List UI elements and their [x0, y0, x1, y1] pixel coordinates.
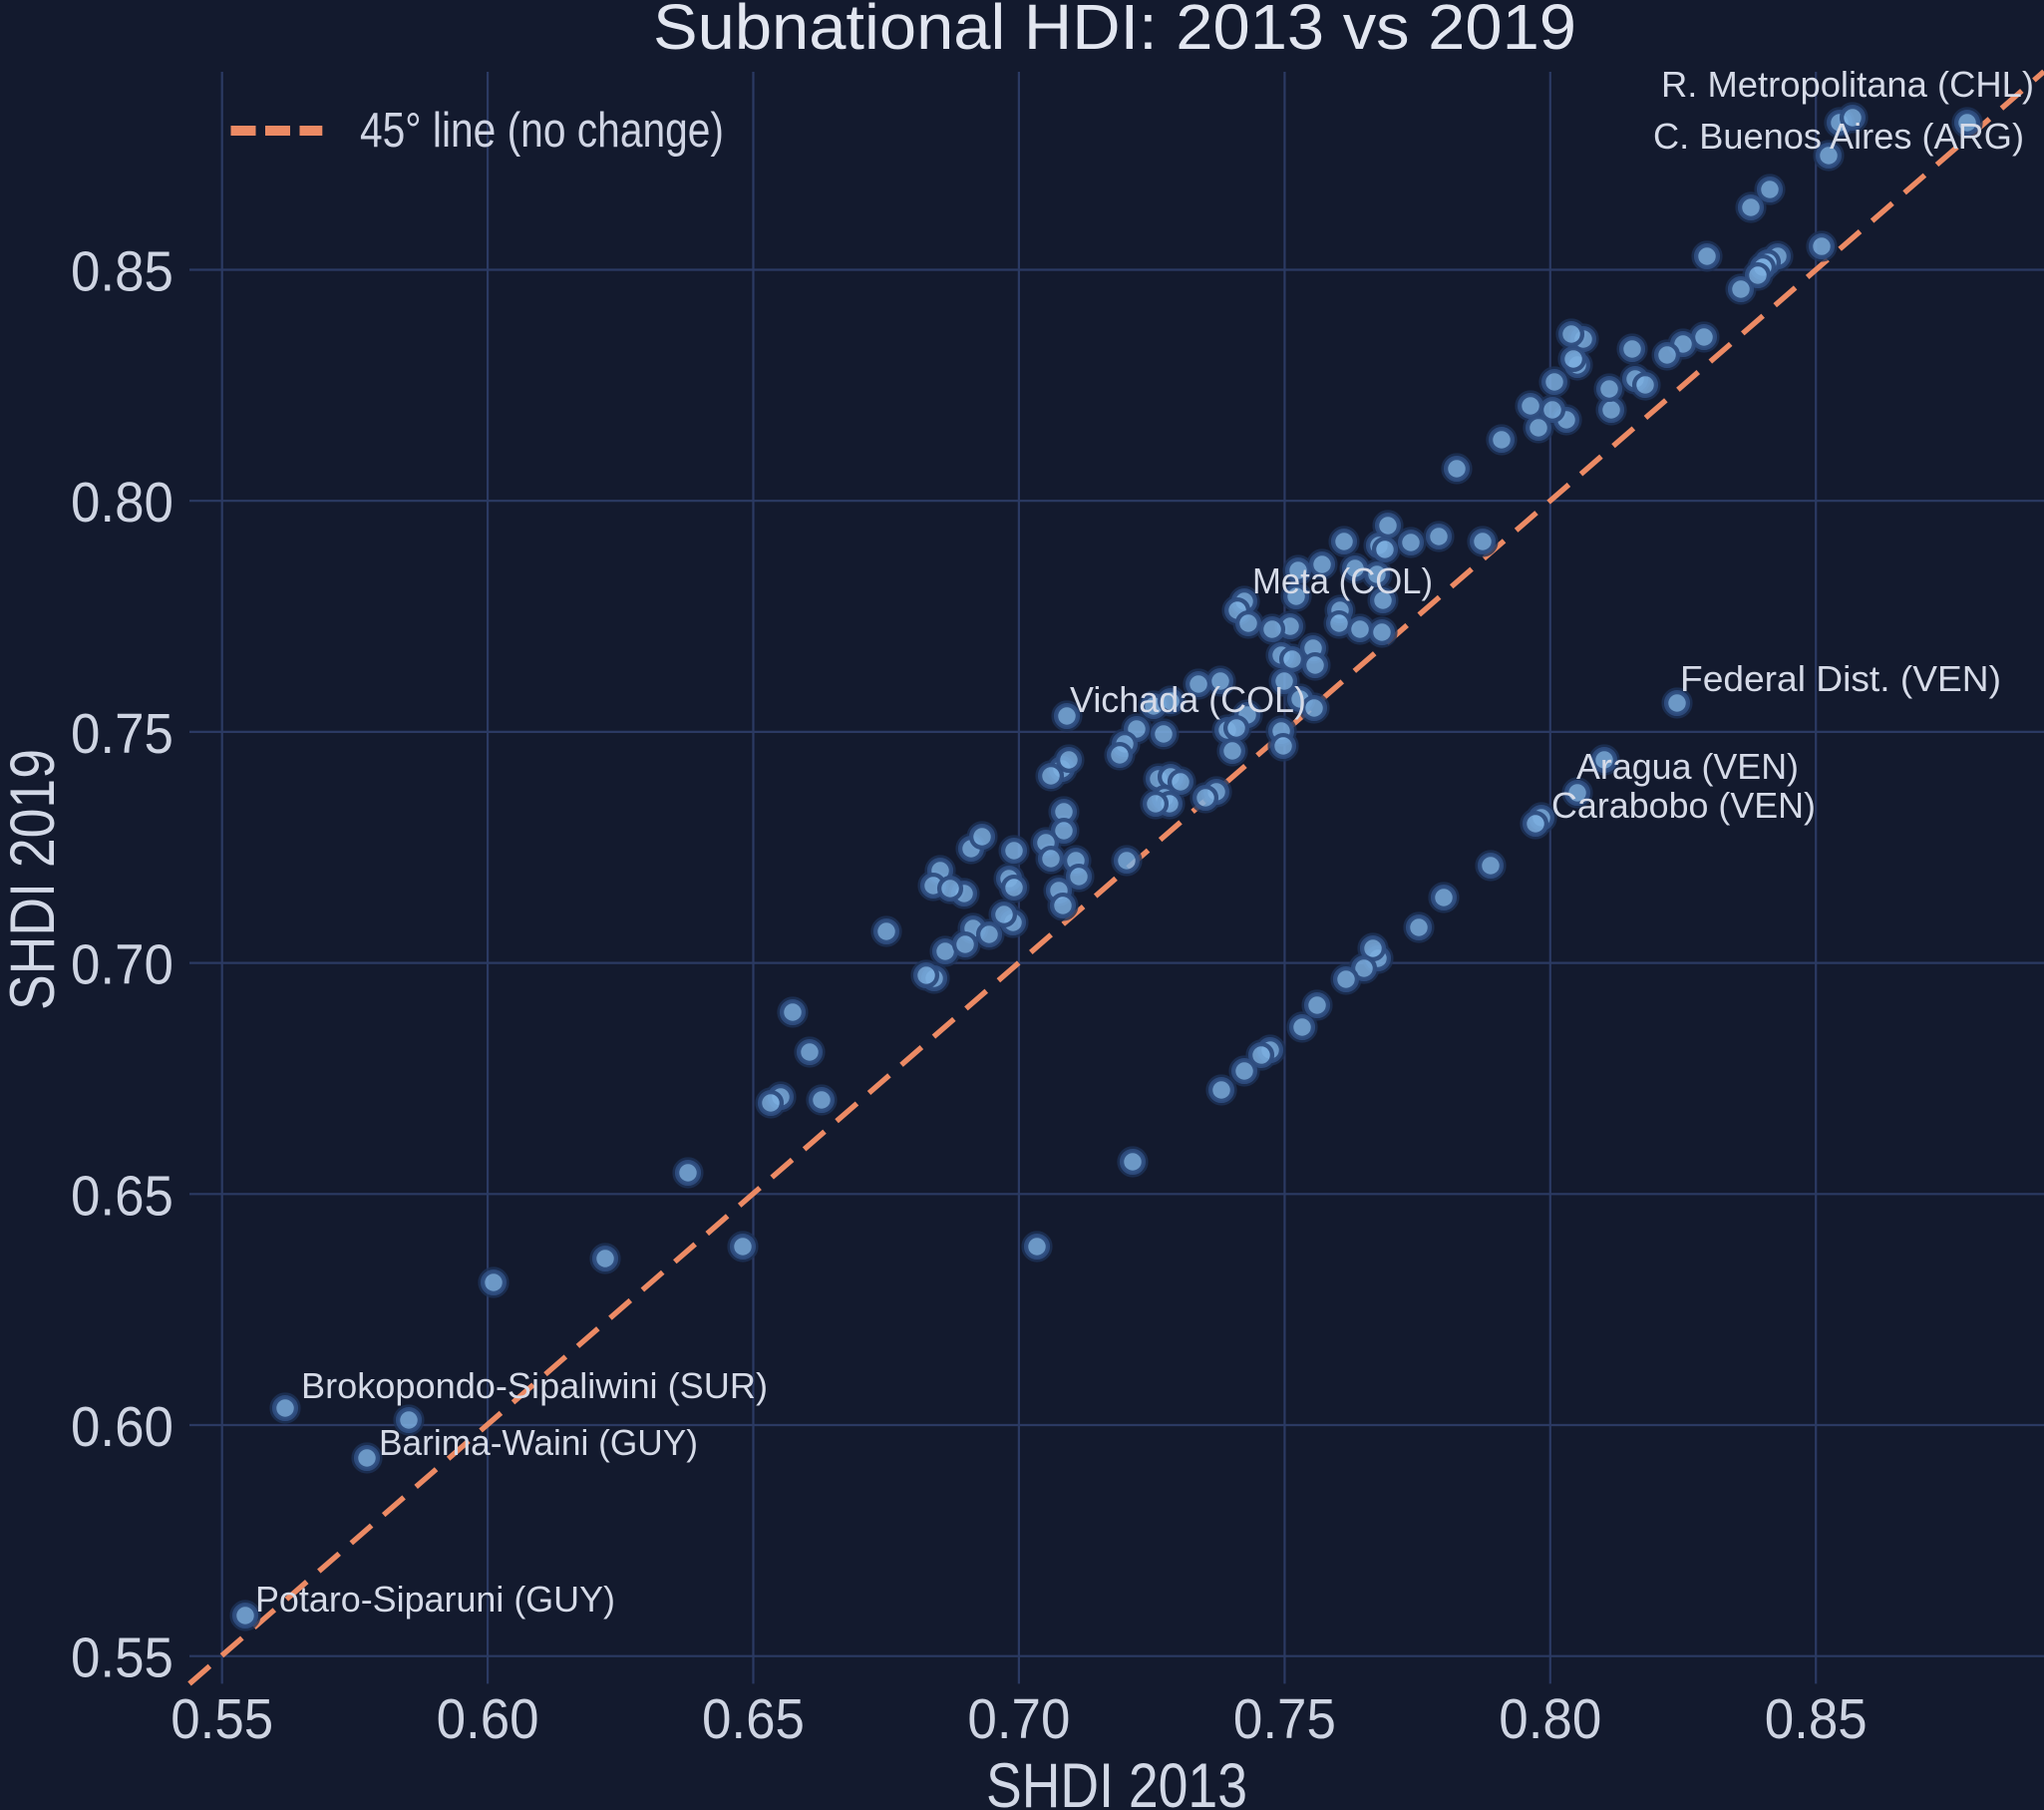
- svg-text:Subnational HDI: 2013 vs 2019: Subnational HDI: 2013 vs 2019: [653, 0, 1576, 63]
- svg-text:SHDI 2019: SHDI 2019: [0, 749, 68, 1010]
- svg-text:0.80: 0.80: [71, 471, 173, 535]
- svg-text:Brokopondo-Sipaliwini (SUR): Brokopondo-Sipaliwini (SUR): [301, 1365, 768, 1406]
- svg-text:0.65: 0.65: [71, 1164, 173, 1228]
- svg-text:0.80: 0.80: [1499, 1687, 1601, 1751]
- svg-text:0.75: 0.75: [71, 702, 173, 766]
- svg-text:Federal Dist. (VEN): Federal Dist. (VEN): [1680, 658, 2001, 699]
- svg-text:Aragua (VEN): Aragua (VEN): [1576, 746, 1799, 787]
- svg-text:Meta (COL): Meta (COL): [1252, 560, 1433, 601]
- svg-text:Carabobo (VEN): Carabobo (VEN): [1551, 785, 1816, 826]
- svg-text:0.60: 0.60: [71, 1395, 173, 1459]
- svg-text:0.85: 0.85: [71, 240, 173, 304]
- svg-text:Barima-Waini (GUY): Barima-Waini (GUY): [379, 1422, 698, 1463]
- svg-text:0.55: 0.55: [170, 1687, 273, 1751]
- svg-text:0.70: 0.70: [967, 1687, 1070, 1751]
- svg-text:R. Metropolitana (CHL): R. Metropolitana (CHL): [1661, 64, 2034, 105]
- svg-text:0.60: 0.60: [437, 1687, 539, 1751]
- svg-text:0.85: 0.85: [1765, 1687, 1868, 1751]
- svg-text:Vichada (COL): Vichada (COL): [1070, 679, 1306, 720]
- svg-text:SHDI 2013: SHDI 2013: [986, 1751, 1247, 1810]
- svg-text:0.55: 0.55: [71, 1627, 173, 1690]
- svg-text:0.75: 0.75: [1233, 1687, 1336, 1751]
- svg-text:Potaro-Siparuni (GUY): Potaro-Siparuni (GUY): [255, 1579, 615, 1620]
- svg-text:45° line (no change): 45° line (no change): [360, 104, 724, 158]
- svg-text:0.70: 0.70: [71, 933, 173, 997]
- svg-text:0.65: 0.65: [702, 1687, 805, 1751]
- svg-text:C. Buenos Aires (ARG): C. Buenos Aires (ARG): [1653, 116, 2024, 157]
